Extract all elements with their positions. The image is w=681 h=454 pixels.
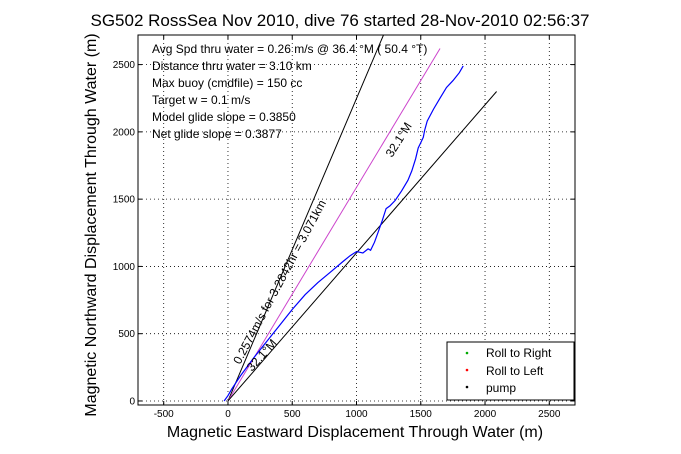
y-tick-label: 1000 [113, 262, 136, 273]
heading-label-top: 32.1°M [383, 120, 415, 160]
x-tick-label: 0 [225, 409, 231, 420]
y-tick-label: 2500 [113, 60, 136, 71]
reference-line-upper-bound [227, 34, 384, 402]
annotation-net-glide: Net glide slope = 0.3877 [152, 127, 282, 141]
annotation-target-w: Target w = 0.1 m/s [152, 93, 250, 107]
annotations: Avg Spd thru water = 0.26 m/s @ 36.4 °M … [152, 42, 427, 141]
legend-label-roll-right: Roll to Right [486, 346, 552, 360]
legend: Roll to Right Roll to Left pump [446, 341, 575, 401]
y-tick-label: 500 [118, 329, 135, 340]
annotation-distance: Distance thru water = 3.10 km [152, 59, 312, 73]
ticks: -500 0 500 1000 1500 2000 2500 0 500 1000 1500 2000… [113, 35, 575, 420]
x-tick-label: 2000 [474, 409, 497, 420]
annotation-max-buoy: Max buoy (cmdfile) = 150 cc [152, 76, 302, 90]
x-tick-label: -500 [154, 409, 174, 420]
series [223, 65, 464, 402]
x-tick-label: 500 [284, 409, 301, 420]
legend-box [446, 341, 575, 401]
chart-title: SG502 RossSea Nov 2010, dive 76 started … [91, 11, 590, 30]
annotation-avg-speed: Avg Spd thru water = 0.26 m/s @ 36.4 °M … [152, 42, 427, 56]
legend-label-roll-left: Roll to Left [486, 364, 544, 378]
y-axis-label: Magnetic Northward Displacement Through … [83, 33, 100, 416]
reference-lines [227, 34, 497, 402]
x-tick-label: 2500 [538, 409, 561, 420]
x-tick-label: 1000 [345, 409, 368, 420]
y-tick-label: 0 [129, 396, 135, 407]
legend-label-pump: pump [486, 381, 516, 395]
y-tick-label: 2000 [113, 127, 136, 138]
annotation-model-glide: Model glide slope = 0.3850 [152, 110, 296, 124]
legend-marker-roll-left [465, 368, 469, 372]
legend-marker-pump [465, 385, 469, 389]
series-line-track [223, 65, 464, 402]
plot-area [137, 34, 576, 406]
reference-line-heading-line [227, 48, 441, 402]
y-tick-label: 1500 [113, 195, 136, 206]
x-tick-label: 1500 [410, 409, 433, 420]
x-axis-label: Magnetic Eastward Displacement Through W… [167, 424, 543, 441]
legend-marker-roll-right [465, 351, 469, 355]
reference-line-lower-bound [227, 91, 497, 402]
